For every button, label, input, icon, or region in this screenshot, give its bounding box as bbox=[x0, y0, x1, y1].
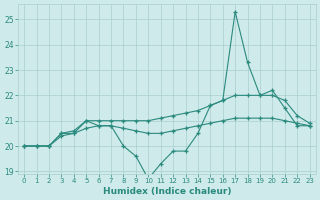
X-axis label: Humidex (Indice chaleur): Humidex (Indice chaleur) bbox=[103, 187, 231, 196]
